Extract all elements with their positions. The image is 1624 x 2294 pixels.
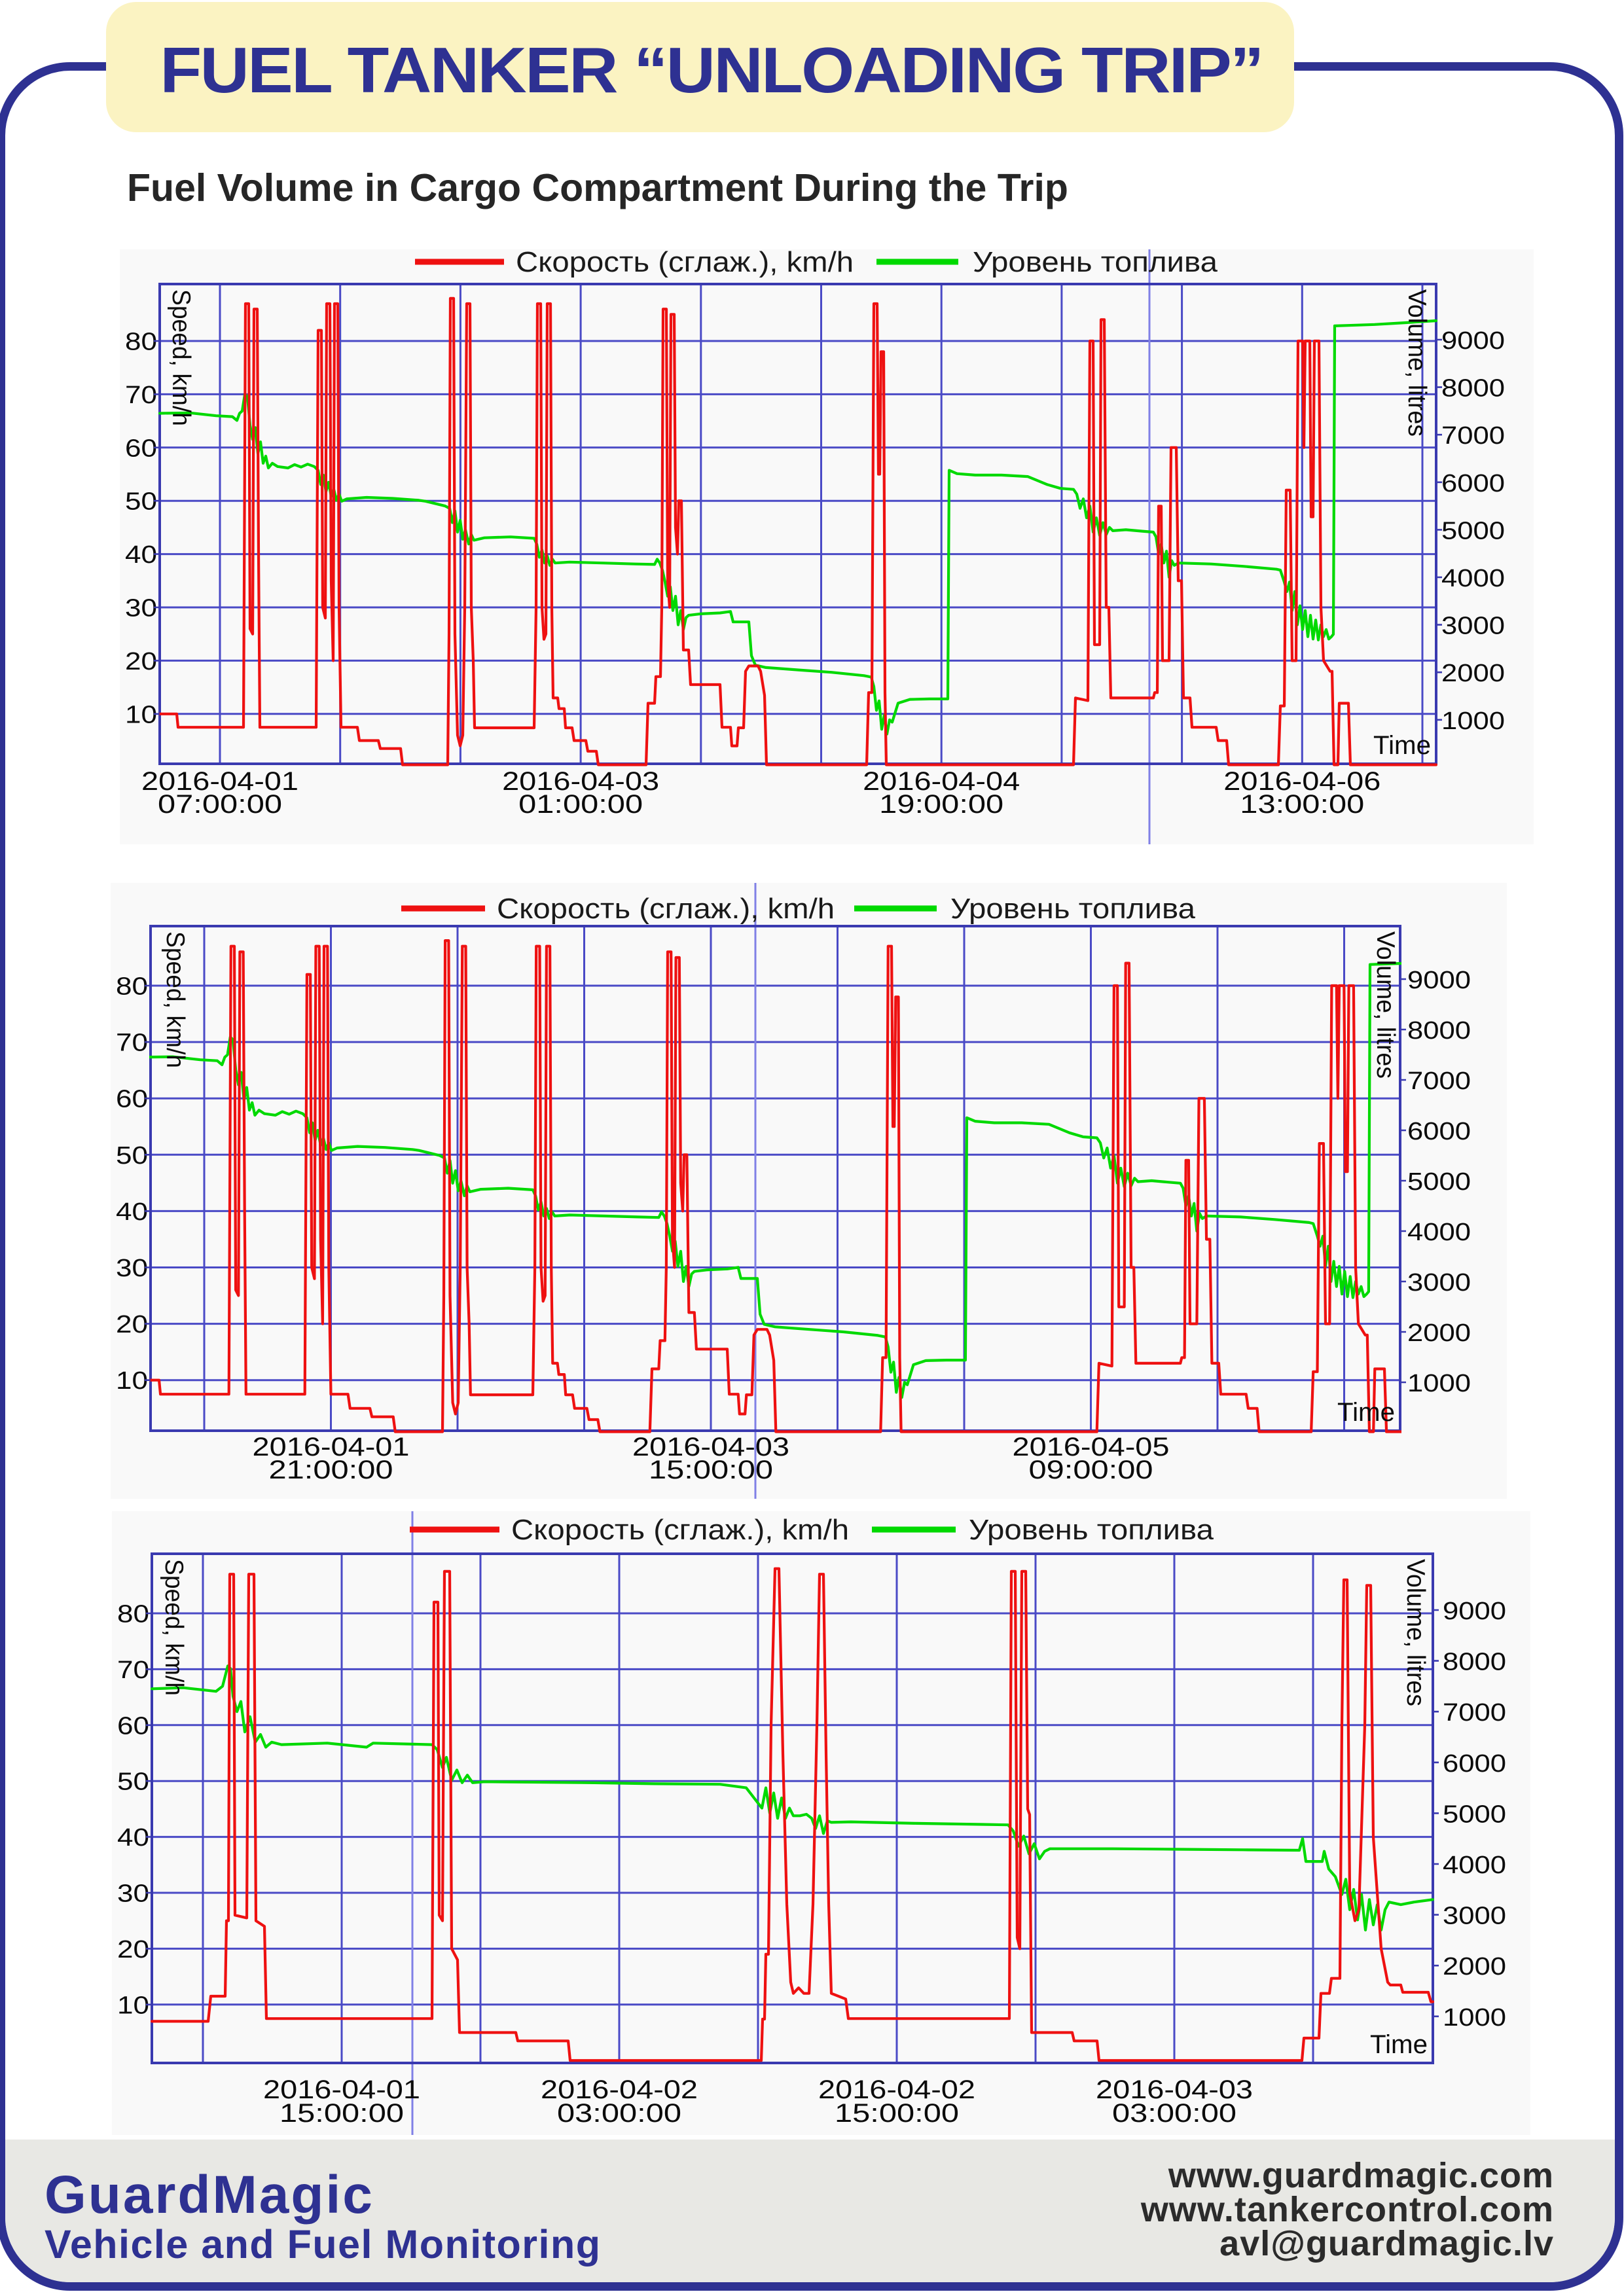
svg-text:7000: 7000 — [1443, 1699, 1506, 1727]
svg-text:80: 80 — [117, 1601, 149, 1628]
svg-text:Скорость (сглаж.), km/h: Скорость (сглаж.), km/h — [516, 246, 854, 278]
svg-text:2016-04-03: 2016-04-03 — [502, 767, 659, 796]
svg-text:4000: 4000 — [1443, 1852, 1506, 1879]
svg-text:70: 70 — [117, 1657, 149, 1684]
svg-text:Time: Time — [1370, 2030, 1428, 2059]
svg-text:01:00:00: 01:00:00 — [518, 790, 643, 819]
svg-text:15:00:00: 15:00:00 — [649, 1456, 773, 1484]
svg-text:2016-04-02: 2016-04-02 — [541, 2075, 698, 2104]
svg-text:03:00:00: 03:00:00 — [1112, 2099, 1236, 2128]
svg-text:9000: 9000 — [1441, 327, 1505, 355]
svg-text:20: 20 — [116, 1311, 148, 1338]
svg-text:2016-04-03: 2016-04-03 — [632, 1433, 789, 1461]
svg-text:50: 50 — [125, 488, 157, 516]
svg-text:Speed, km/h: Speed, km/h — [160, 1559, 188, 1696]
svg-text:20: 20 — [117, 1936, 149, 1963]
svg-text:2016-04-02: 2016-04-02 — [818, 2075, 975, 2104]
svg-text:1000: 1000 — [1441, 708, 1505, 735]
svg-text:Volume, litres: Volume, litres — [1371, 931, 1399, 1079]
svg-text:10: 10 — [125, 701, 157, 728]
svg-text:30: 30 — [116, 1255, 148, 1282]
svg-text:80: 80 — [125, 329, 157, 356]
svg-text:5000: 5000 — [1407, 1168, 1471, 1196]
svg-text:13:00:00: 13:00:00 — [1240, 790, 1364, 819]
svg-text:2016-04-01: 2016-04-01 — [253, 1433, 410, 1461]
svg-text:1000: 1000 — [1407, 1370, 1471, 1397]
svg-text:40: 40 — [116, 1198, 148, 1226]
svg-text:Уровень топлива: Уровень топлива — [950, 893, 1196, 925]
svg-text:07:00:00: 07:00:00 — [158, 790, 282, 819]
svg-text:1000: 1000 — [1443, 2004, 1506, 2032]
svg-text:8000: 8000 — [1407, 1017, 1471, 1045]
svg-text:5000: 5000 — [1441, 517, 1505, 545]
svg-text:Уровень топлива: Уровень топлива — [973, 246, 1218, 278]
svg-text:Speed, km/h: Speed, km/h — [167, 289, 195, 426]
svg-text:3000: 3000 — [1443, 1903, 1506, 1930]
svg-text:Speed, km/h: Speed, km/h — [161, 931, 189, 1068]
svg-text:30: 30 — [125, 595, 157, 622]
svg-text:8000: 8000 — [1443, 1649, 1506, 1676]
svg-text:9000: 9000 — [1443, 1598, 1506, 1625]
svg-text:80: 80 — [116, 973, 148, 1001]
svg-text:30: 30 — [117, 1880, 149, 1908]
svg-text:2016-04-01: 2016-04-01 — [141, 767, 298, 796]
svg-text:60: 60 — [125, 435, 157, 462]
svg-text:7000: 7000 — [1407, 1067, 1471, 1095]
svg-text:09:00:00: 09:00:00 — [1029, 1456, 1153, 1484]
svg-text:6000: 6000 — [1443, 1750, 1506, 1778]
svg-text:7000: 7000 — [1441, 422, 1505, 450]
svg-text:21:00:00: 21:00:00 — [269, 1456, 393, 1484]
svg-text:3000: 3000 — [1407, 1269, 1471, 1297]
svg-text:4000: 4000 — [1407, 1219, 1471, 1246]
svg-text:15:00:00: 15:00:00 — [280, 2099, 404, 2128]
svg-text:50: 50 — [117, 1768, 149, 1796]
svg-text:Time: Time — [1337, 1398, 1395, 1427]
svg-text:2016-04-01: 2016-04-01 — [263, 2075, 420, 2104]
svg-text:5000: 5000 — [1443, 1801, 1506, 1828]
svg-text:2000: 2000 — [1407, 1319, 1471, 1347]
svg-text:15:00:00: 15:00:00 — [835, 2099, 959, 2128]
svg-text:Скорость (сглаж.), km/h: Скорость (сглаж.), km/h — [511, 1514, 849, 1546]
svg-text:Уровень топлива: Уровень топлива — [969, 1514, 1214, 1546]
svg-text:2000: 2000 — [1441, 660, 1505, 687]
svg-text:19:00:00: 19:00:00 — [879, 790, 1003, 819]
svg-text:Volume, litres: Volume, litres — [1403, 289, 1431, 437]
svg-text:2000: 2000 — [1443, 1953, 1506, 1980]
svg-text:Time: Time — [1373, 731, 1431, 760]
svg-text:50: 50 — [116, 1142, 148, 1170]
svg-text:2016-04-05: 2016-04-05 — [1013, 1433, 1170, 1461]
svg-text:2016-04-06: 2016-04-06 — [1223, 767, 1380, 796]
svg-text:40: 40 — [117, 1824, 149, 1852]
svg-text:03:00:00: 03:00:00 — [557, 2099, 681, 2128]
svg-text:4000: 4000 — [1441, 565, 1505, 592]
svg-text:3000: 3000 — [1441, 613, 1505, 640]
svg-text:20: 20 — [125, 648, 157, 675]
svg-text:70: 70 — [116, 1030, 148, 1057]
svg-text:2016-04-03: 2016-04-03 — [1096, 2075, 1253, 2104]
svg-text:6000: 6000 — [1407, 1118, 1471, 1145]
svg-text:10: 10 — [116, 1367, 148, 1395]
svg-text:70: 70 — [125, 382, 157, 409]
svg-text:Volume, litres: Volume, litres — [1401, 1559, 1430, 1706]
svg-text:8000: 8000 — [1441, 375, 1505, 403]
svg-text:6000: 6000 — [1441, 470, 1505, 497]
svg-text:9000: 9000 — [1407, 967, 1471, 994]
svg-text:2016-04-04: 2016-04-04 — [863, 767, 1020, 796]
svg-text:10: 10 — [117, 1992, 149, 2019]
svg-text:40: 40 — [125, 541, 157, 569]
svg-text:60: 60 — [117, 1712, 149, 1740]
svg-text:Скорость (сглаж.), km/h: Скорость (сглаж.), km/h — [497, 893, 835, 925]
svg-text:60: 60 — [116, 1086, 148, 1113]
